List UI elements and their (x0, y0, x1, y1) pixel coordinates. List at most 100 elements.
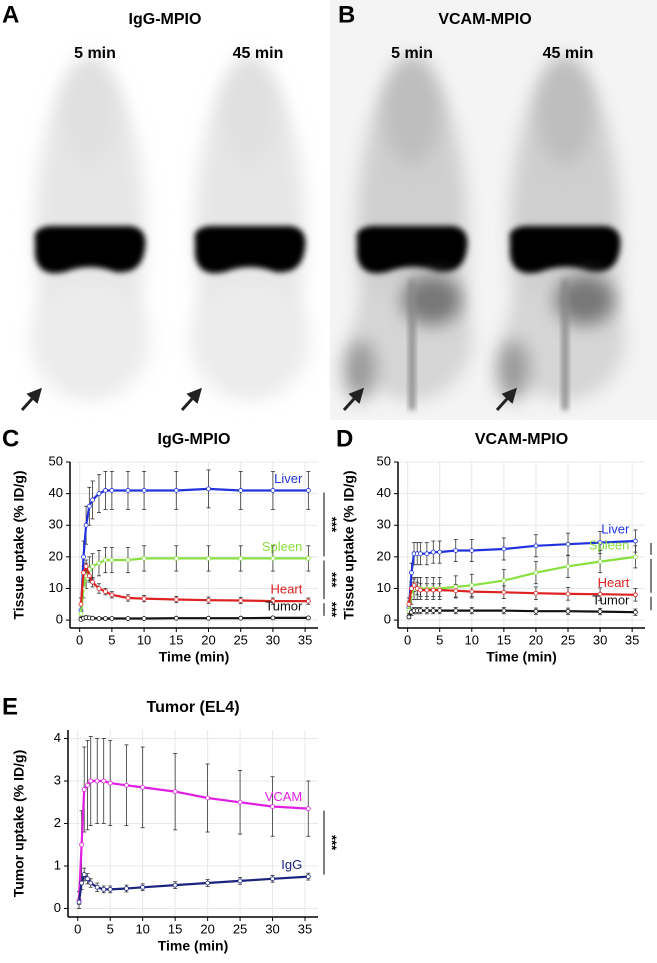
significance-mark: *** (325, 835, 340, 851)
lower-body-signal (30, 280, 150, 400)
data-point (125, 595, 131, 601)
data-point (109, 557, 115, 563)
data-point (173, 556, 179, 561)
y-tick-label: 2 (54, 815, 61, 830)
series-label: Spleen (589, 537, 629, 552)
data-point (124, 782, 129, 788)
data-point (173, 597, 179, 602)
data-point (86, 573, 92, 579)
y-tick-label: 10 (377, 580, 391, 595)
data-point (141, 616, 147, 621)
data-point (406, 601, 412, 607)
x-tick-label: 0 (404, 632, 411, 647)
series-label: Tumor (592, 593, 630, 608)
x-axis-label: Time (min) (158, 938, 229, 954)
panel-letter: B (338, 1, 355, 28)
panel-title: VCAM-MPIO (438, 11, 531, 28)
x-tick-label: 15 (168, 921, 182, 936)
data-point (237, 878, 243, 884)
data-point (85, 876, 90, 882)
y-tick-label: 40 (377, 485, 391, 500)
series-label: Spleen (262, 539, 302, 554)
data-point (411, 582, 417, 588)
data-point (424, 608, 430, 614)
y-tick-label: 10 (49, 580, 63, 595)
data-point (101, 886, 107, 892)
data-point (533, 570, 539, 576)
data-point (94, 778, 100, 784)
data-point (424, 587, 430, 593)
series-label: IgG (281, 857, 302, 872)
tumor-signal (344, 340, 376, 400)
data-point (78, 601, 84, 607)
data-point (305, 556, 311, 561)
data-point (81, 787, 87, 792)
data-point (79, 880, 85, 886)
significance-mark: *** (652, 541, 657, 557)
data-point (141, 556, 147, 561)
data-point (270, 876, 275, 882)
data-point (88, 778, 94, 784)
head-signal (62, 55, 118, 165)
time-label: 45 min (233, 45, 284, 62)
data-point (418, 587, 423, 593)
data-point (469, 582, 475, 588)
data-point (90, 563, 95, 569)
series-label: VCAM (265, 789, 303, 804)
data-point (83, 563, 89, 569)
data-point (453, 588, 459, 594)
time-label: 5 min (74, 45, 116, 62)
data-point (533, 608, 539, 614)
data-point (140, 884, 146, 890)
significance-mark: *** (652, 596, 657, 612)
x-tick-label: 20 (200, 921, 214, 936)
data-point (109, 488, 115, 493)
chart-title: IgG-MPIO (158, 431, 231, 448)
panel-letter: A (2, 1, 19, 28)
data-point (437, 587, 443, 593)
data-point (81, 554, 86, 560)
data-point (141, 596, 147, 601)
data-point (206, 556, 211, 561)
y-tick-label: 0 (56, 612, 63, 627)
liver-signal (356, 226, 468, 274)
tumor-signal (497, 340, 529, 400)
data-point (305, 488, 311, 493)
data-point (270, 804, 275, 809)
data-point (205, 880, 211, 886)
data-point (85, 782, 90, 788)
y-tick-label: 20 (49, 548, 63, 563)
lower-body-signal (190, 280, 310, 400)
data-point (109, 616, 115, 621)
pet-image (20, 55, 150, 412)
data-point (173, 615, 179, 621)
time-label: 45 min (543, 45, 594, 62)
data-point (96, 586, 102, 591)
arrow (342, 387, 365, 412)
significance-mark: *** (325, 572, 340, 588)
panel-letter: C (2, 425, 19, 452)
data-point (565, 608, 571, 614)
x-tick-label: 30 (593, 632, 607, 647)
y-tick-label: 1 (54, 857, 61, 872)
panel-title: IgG-MPIO (129, 11, 202, 28)
data-point (107, 780, 113, 786)
data-point (96, 491, 102, 497)
data-point (125, 616, 131, 621)
data-point (270, 556, 276, 561)
data-point (501, 578, 507, 583)
data-point (205, 795, 211, 801)
data-point (96, 560, 102, 566)
data-point (173, 488, 179, 493)
head-signal (384, 55, 440, 165)
significance-mark: *** (325, 602, 340, 618)
x-tick-label: 5 (108, 632, 115, 647)
y-tick-label: 4 (54, 730, 61, 745)
spine-signal (409, 280, 415, 410)
data-point (409, 586, 414, 591)
data-point (453, 608, 459, 614)
panel-letter: E (2, 693, 18, 720)
y-tick-label: 40 (49, 485, 63, 500)
y-axis-label: Tumor uptake (% ID/g) (11, 750, 27, 898)
